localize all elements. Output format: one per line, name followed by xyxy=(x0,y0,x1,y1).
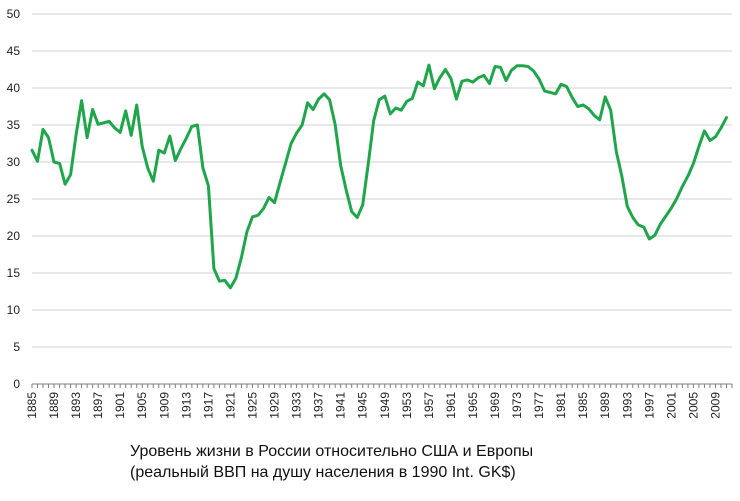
x-tick-label: 1997 xyxy=(642,392,656,419)
x-tick-label: 1897 xyxy=(91,392,105,419)
y-tick-label: 30 xyxy=(7,155,21,169)
x-tick-label: 1965 xyxy=(466,392,480,419)
x-tick-label: 1889 xyxy=(47,392,61,419)
x-tick-label: 1993 xyxy=(620,392,634,419)
chart-caption: Уровень жизни в России относительно США … xyxy=(130,441,533,483)
x-tick-label: 1905 xyxy=(135,392,149,419)
y-axis: 0 5 10 15 20 25 30 35 40 45 50 xyxy=(7,7,21,391)
x-tick-label: 1985 xyxy=(576,392,590,419)
x-tick-label: 1921 xyxy=(223,392,237,419)
x-tick-label: 1961 xyxy=(444,392,458,419)
x-tick-label: 1909 xyxy=(157,392,171,419)
x-axis: 1885 1889 1893 1897 1901 1905 1909 1913 1917 1921… xyxy=(25,383,733,419)
series-line-1 xyxy=(30,63,728,290)
series-layer xyxy=(30,63,728,290)
gridlines xyxy=(32,13,732,348)
x-tick-label: 1949 xyxy=(378,392,392,419)
caption-line-2: (реальный ВВП на душу населения в 1990 I… xyxy=(130,464,516,481)
y-tick-label: 5 xyxy=(13,340,20,354)
x-tick-label: 1989 xyxy=(598,392,612,419)
x-tick-label: 1945 xyxy=(356,392,370,419)
x-tick-label: 1941 xyxy=(334,392,348,419)
x-tick-label: 2009 xyxy=(708,392,722,419)
x-tick-label: 1929 xyxy=(268,392,282,419)
caption-line-1: Уровень жизни в России относительно США … xyxy=(130,443,534,460)
x-tick-label: 1885 xyxy=(25,392,39,419)
x-tick-label: 1933 xyxy=(290,392,304,419)
y-tick-label: 0 xyxy=(13,377,20,391)
x-tick-label: 1925 xyxy=(245,392,259,419)
y-tick-label: 40 xyxy=(7,81,21,95)
x-tick-label: 1969 xyxy=(488,392,502,419)
y-tick-label: 50 xyxy=(7,7,21,21)
x-tick-label: 2005 xyxy=(686,392,700,419)
x-tick-label: 1953 xyxy=(400,392,414,419)
x-tick-label: 1913 xyxy=(179,392,193,419)
y-tick-label: 25 xyxy=(7,192,21,206)
y-tick-label: 45 xyxy=(7,44,21,58)
y-tick-label: 10 xyxy=(7,303,21,317)
x-tick-label: 1973 xyxy=(510,392,524,419)
x-tick-label: 2001 xyxy=(664,392,678,419)
x-tick-label: 1981 xyxy=(554,392,568,419)
x-tick-label: 1917 xyxy=(201,392,215,419)
y-tick-label: 35 xyxy=(7,118,21,132)
x-tick-label: 1937 xyxy=(312,392,326,419)
y-tick-label: 20 xyxy=(7,229,21,243)
y-tick-label: 15 xyxy=(7,266,21,280)
x-tick-label: 1893 xyxy=(69,392,83,419)
x-tick-label: 1957 xyxy=(422,392,436,419)
x-tick-label: 1901 xyxy=(113,392,127,419)
x-tick-label: 1977 xyxy=(532,392,546,419)
